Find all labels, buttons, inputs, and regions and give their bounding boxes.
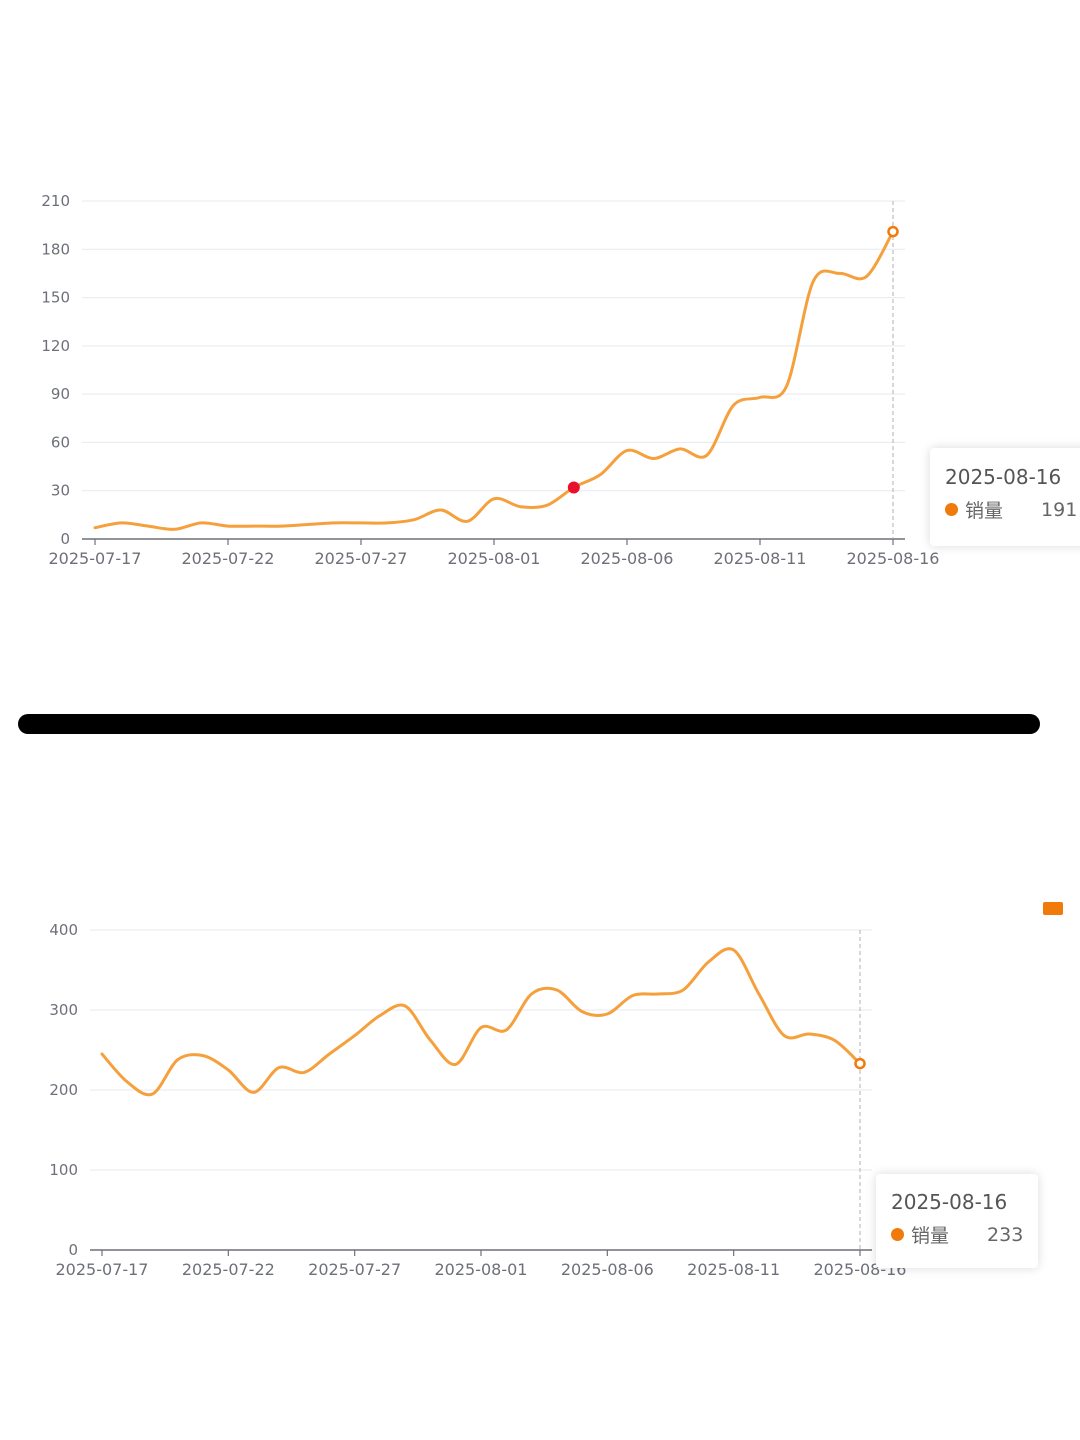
chart-1-tooltip: 2025-08-16 销量 191	[930, 448, 1080, 546]
y-tick-label: 120	[41, 337, 70, 355]
series-line	[100, 947, 862, 1097]
highlight-point	[567, 481, 580, 494]
sales-line-chart-2: 0 100 200 300 400 2025-07-17 2025-07-22 2025-07…	[49, 921, 906, 1279]
x-tick-label: 2025-07-17	[56, 1260, 149, 1279]
y-tick-label: 400	[49, 921, 78, 939]
x-tick-label: 2025-07-22	[182, 549, 275, 568]
divider-bar	[18, 714, 1040, 734]
tooltip-series-name: 销量	[965, 500, 1004, 522]
y-tick-label: 210	[41, 192, 70, 210]
hover-point	[887, 225, 899, 238]
x-tick-label: 2025-08-16	[847, 549, 940, 568]
x-tick-label: 2025-08-06	[581, 549, 674, 568]
tooltip-series-name: 销量	[911, 1225, 950, 1247]
x-tick-label: 2025-08-11	[687, 1260, 780, 1279]
y-tick-label: 200	[49, 1081, 78, 1099]
x-tick-label: 2025-08-01	[448, 549, 541, 568]
chart-2-tooltip: 2025-08-16 销量 233	[876, 1174, 1038, 1268]
y-tick-label: 30	[51, 482, 70, 500]
tooltip-value: 233	[987, 1223, 1024, 1246]
tooltip-value: 191	[1041, 498, 1078, 521]
series-line	[93, 230, 895, 531]
x-tick-label: 2025-07-27	[308, 1260, 401, 1279]
y-tick-label: 60	[51, 433, 70, 451]
y-tick-label: 150	[41, 289, 70, 307]
y-tick-label: 300	[49, 1001, 78, 1019]
x-tick-label: 2025-07-17	[49, 549, 142, 568]
x-tick-label: 2025-07-22	[182, 1260, 275, 1279]
tooltip-date: 2025-08-16	[891, 1190, 1008, 1214]
x-tick-label: 2025-08-11	[714, 549, 807, 568]
y-tick-label: 90	[51, 385, 70, 403]
y-tick-label: 0	[68, 1241, 78, 1259]
sales-line-chart-1: 0 30 60 90 120 150 180 210 2025-07-17 2025-07-22 2…	[41, 192, 939, 568]
tooltip-date: 2025-08-16	[945, 465, 1062, 489]
x-tick-label: 2025-08-01	[435, 1260, 528, 1279]
series-dot-icon	[945, 503, 958, 516]
x-tick-label: 2025-08-06	[561, 1260, 654, 1279]
tooltip-row: 销量 233	[891, 1221, 1038, 1248]
x-tick-label: 2025-07-27	[315, 549, 408, 568]
y-tick-label: 0	[60, 530, 70, 548]
series-dot-icon	[891, 1228, 904, 1241]
y-tick-label: 100	[49, 1161, 78, 1179]
hover-point	[854, 1057, 866, 1070]
y-tick-label: 180	[41, 240, 70, 258]
legend-color-swatch	[1043, 902, 1063, 915]
tooltip-row: 销量 191	[945, 496, 1080, 523]
